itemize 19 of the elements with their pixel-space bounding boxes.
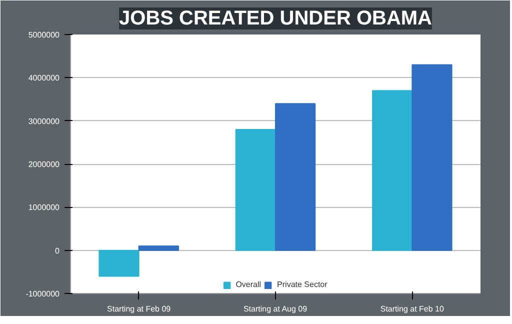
bar	[98, 250, 140, 277]
chart-title: JOBS CREATED UNDER OBAMA	[119, 8, 432, 30]
y-tick-label: 0	[55, 246, 60, 256]
x-tick-label: Starting at Feb 09	[107, 304, 172, 314]
y-tick-label: 1000000	[28, 203, 60, 212]
bar	[275, 103, 316, 251]
legend-label: Private Sector	[277, 280, 328, 289]
x-tick-label: Starting at Aug 09	[243, 304, 308, 314]
bar	[235, 128, 276, 251]
y-tick-label: 3000000	[28, 116, 60, 126]
bar	[138, 246, 179, 251]
legend-label: Overall	[236, 280, 262, 289]
y-tick-label: 4000000	[28, 74, 60, 83]
bar	[412, 64, 452, 251]
bar	[372, 90, 413, 251]
y-tick-label: 2000000	[28, 160, 60, 169]
y-tick-label: -1000000	[26, 290, 60, 298]
x-tick-label: Starting at Feb 10	[380, 304, 445, 314]
y-tick-label: 5000000	[28, 30, 60, 40]
